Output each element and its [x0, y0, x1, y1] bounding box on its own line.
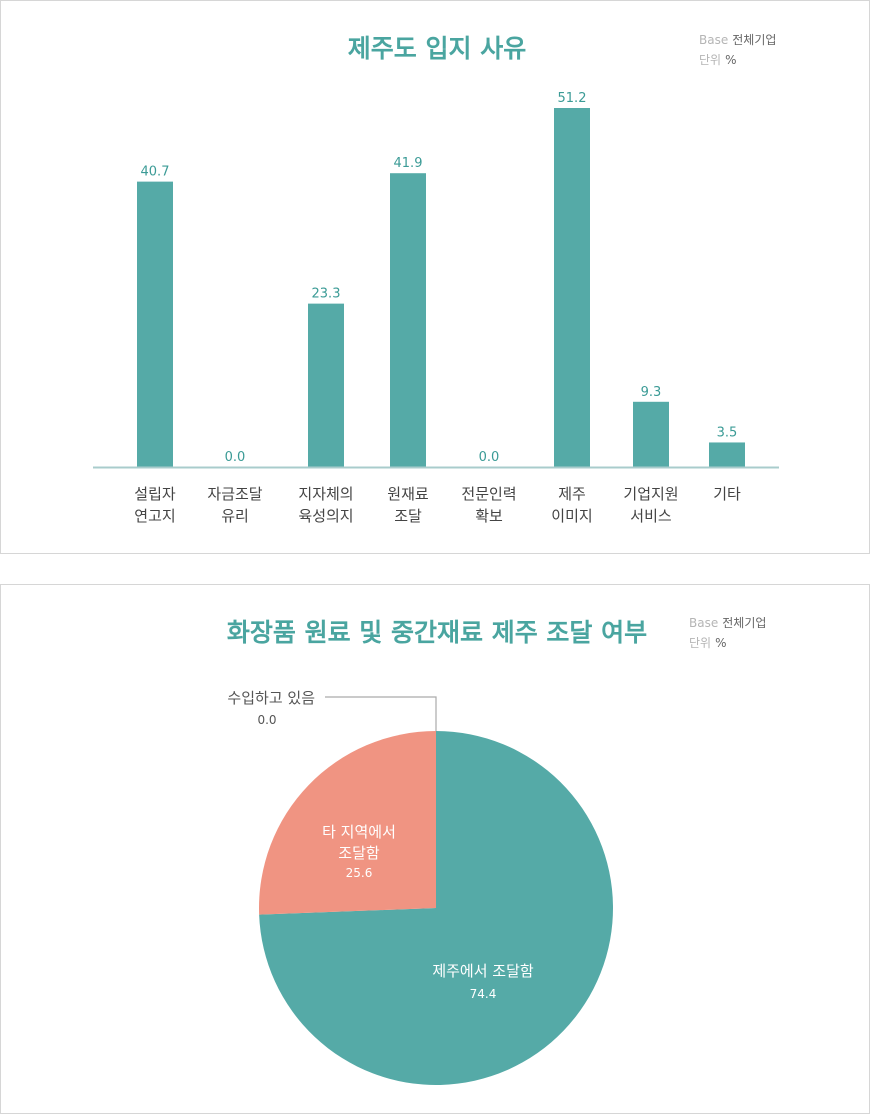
base-value: 전체기업 [722, 616, 767, 630]
callout-value: 0.0 [257, 713, 276, 727]
category-label: 지자체의 육성의지 [298, 485, 353, 525]
unit-key: 단위 [699, 53, 722, 67]
unit-value: % [715, 636, 727, 650]
sourcing-panel: 화장품 원료 및 중간재료 제주 조달 여부 Base 전체기업 단위% 제주에서… [0, 584, 870, 1114]
bar [137, 181, 173, 467]
unit-value: % [725, 53, 737, 67]
bar-value-label: 0.0 [225, 450, 246, 465]
bar [709, 442, 745, 467]
sourcing-pie-chart: 제주에서 조달함 74.4 타 지역에서 조달함 25.6 수입하고 있음 0.0 [227, 689, 614, 1085]
category-label: 원재료 조달 [387, 485, 429, 525]
bar-value-label: 40.7 [141, 165, 170, 180]
category-label: 전문인력 확보 [461, 485, 516, 525]
base-key: Base [689, 616, 719, 630]
slice-value: 74.4 [470, 987, 497, 1001]
category-label: 기타 [713, 485, 741, 503]
bar [633, 401, 669, 467]
sourcing-title: 화장품 원료 및 중간재료 제주 조달 여부 [226, 618, 648, 647]
base-key: Base [699, 33, 729, 47]
callout-label: 수입하고 있음 [227, 689, 315, 707]
unit-line: 단위% [689, 633, 766, 653]
unit-line: 단위% [699, 50, 776, 70]
bar-value-label: 0.0 [479, 450, 500, 465]
location-reasons-bar-chart: 40.7 설립자 연고지 0.0 자금조달 유리 23.3 지자체의 육성의지 41.9 원재료 조달… [93, 91, 779, 525]
bar [554, 108, 590, 467]
category-label: 자금조달 유리 [207, 485, 262, 525]
bar-value-label: 3.5 [717, 425, 738, 440]
base-value: 전체기업 [732, 33, 777, 47]
bar-value-label: 23.3 [312, 287, 341, 302]
pie-slice [259, 731, 614, 1085]
callout-leader-line [325, 696, 437, 731]
location-reasons-meta: Base 전체기업 단위% [699, 30, 776, 70]
bar [390, 173, 426, 467]
slice-label: 타 지역에서 조달함 [322, 823, 396, 862]
pie-slice [259, 731, 436, 915]
base-line: Base 전체기업 [689, 613, 766, 633]
category-label: 설립자 연고지 [134, 485, 176, 525]
location-reasons-title: 제주도 입지 사유 [347, 34, 527, 63]
bar [308, 303, 344, 467]
location-reasons-panel: 제주도 입지 사유 Base 전체기업 단위% 40.7 설립자 연고지 0.0 자금조달… [0, 0, 870, 554]
bar-value-label: 9.3 [641, 385, 662, 400]
slice-value: 25.6 [346, 866, 373, 880]
bar-value-label: 41.9 [394, 156, 423, 171]
bar-value-label: 51.2 [558, 91, 587, 106]
category-label: 제주 이미지 [551, 485, 592, 525]
sourcing-meta: Base 전체기업 단위% [689, 613, 766, 653]
base-line: Base 전체기업 [699, 30, 776, 50]
unit-key: 단위 [689, 636, 712, 650]
slice-label: 제주에서 조달함 [432, 962, 534, 980]
category-label: 기업지원 서비스 [623, 485, 678, 525]
